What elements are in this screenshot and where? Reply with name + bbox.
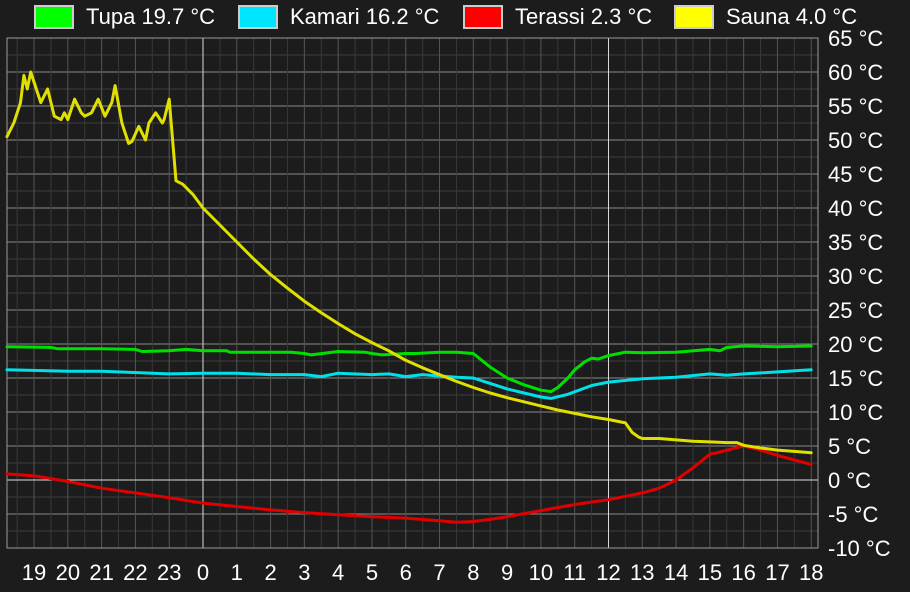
y-axis-ticks: 65 °C 60 °C 55 °C 50 °C 45 °C 40 °C 35 °C 30 °C… — [828, 26, 891, 561]
x-tick-label: 14 — [664, 560, 688, 585]
y-tick-label: 45 °C — [828, 162, 883, 187]
x-tick-label: 19 — [22, 560, 46, 585]
legend-label-sauna: Sauna 4.0 °C — [726, 4, 858, 29]
y-tick-label: -5 °C — [828, 502, 878, 527]
y-tick-label: 0 °C — [828, 468, 871, 493]
x-tick-label: 13 — [630, 560, 654, 585]
y-tick-label: 65 °C — [828, 26, 883, 51]
chart-legend: Tupa 19.7 °C Kamari 16.2 °C Terassi 2.3 … — [0, 0, 910, 36]
y-tick-label: 20 °C — [828, 332, 883, 357]
legend-label-kamari: Kamari 16.2 °C — [290, 4, 440, 29]
legend-label-tupa: Tupa 19.7 °C — [86, 4, 216, 29]
y-tick-label: 35 °C — [828, 230, 883, 255]
x-tick-label: 7 — [433, 560, 445, 585]
x-tick-label: 21 — [89, 560, 113, 585]
x-tick-label: 20 — [56, 560, 80, 585]
legend-item-terassi[interactable]: Terassi 2.3 °C — [463, 3, 652, 31]
x-tick-label: 23 — [157, 560, 181, 585]
legend-swatch-tupa — [34, 5, 74, 29]
x-tick-label: 11 — [563, 560, 586, 585]
series-line-sauna — [5, 70, 813, 455]
legend-item-tupa[interactable]: Tupa 19.7 °C — [34, 3, 215, 31]
x-tick-label: 0 — [197, 560, 209, 585]
legend-item-sauna[interactable]: Sauna 4.0 °C — [674, 3, 857, 31]
x-axis-ticks: 19 20 21 22 23 0 1 2 3 4 5 6 7 8 9 10 11 12 13 14 15 16 17 18 — [22, 560, 824, 585]
y-tick-label: 55 °C — [828, 94, 883, 119]
legend-swatch-kamari — [238, 5, 278, 29]
series-line-tupa — [5, 344, 813, 394]
x-tick-label: 10 — [529, 560, 553, 585]
plot-frame — [6, 37, 819, 549]
x-tick-label: 9 — [501, 560, 513, 585]
y-tick-label: 40 °C — [828, 196, 883, 221]
y-tick-label: 15 °C — [828, 366, 883, 391]
y-tick-label: 30 °C — [828, 264, 883, 289]
x-tick-label: 16 — [731, 560, 755, 585]
x-tick-label: 2 — [264, 560, 276, 585]
y-tick-label: -10 °C — [828, 536, 891, 561]
x-tick-label: 18 — [799, 560, 823, 585]
series-line-terassi — [5, 444, 813, 524]
y-tick-label: 10 °C — [828, 400, 883, 425]
x-tick-label: 22 — [123, 560, 147, 585]
y-tick-label: 5 °C — [828, 434, 871, 459]
x-tick-label: 12 — [596, 560, 620, 585]
legend-swatch-sauna — [674, 5, 714, 29]
x-tick-label: 6 — [400, 560, 412, 585]
y-tick-label: 50 °C — [828, 128, 883, 153]
x-tick-label: 8 — [467, 560, 479, 585]
x-tick-label: 15 — [698, 560, 722, 585]
legend-label-terassi: Terassi 2.3 °C — [515, 4, 653, 29]
x-tick-label: 17 — [765, 560, 789, 585]
x-tick-label: 1 — [231, 560, 243, 585]
y-tick-label: 25 °C — [828, 298, 883, 323]
series-line-kamari — [5, 368, 813, 400]
chart-series — [5, 70, 813, 524]
y-tick-label: 60 °C — [828, 60, 883, 85]
x-tick-label: 4 — [332, 560, 344, 585]
legend-swatch-terassi — [463, 5, 503, 29]
x-tick-label: 5 — [366, 560, 378, 585]
x-tick-label: 3 — [298, 560, 310, 585]
legend-item-kamari[interactable]: Kamari 16.2 °C — [238, 3, 439, 31]
